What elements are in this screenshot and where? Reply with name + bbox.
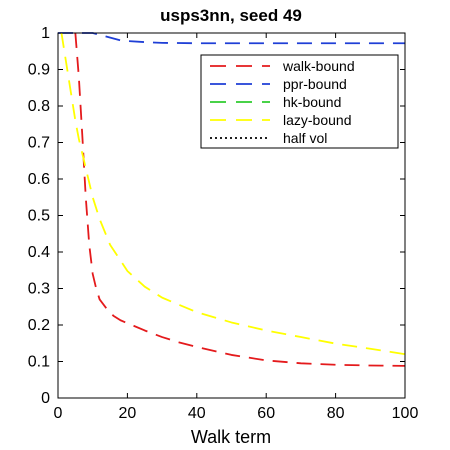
x-tick-label: 80: [327, 405, 345, 422]
lazy-bound-legend-label: lazy-bound: [283, 112, 352, 128]
ppr-bound-legend-label: ppr-bound: [283, 76, 347, 92]
series-layer: [58, 32, 406, 367]
chart-title: usps3nn, seed 49: [160, 6, 302, 25]
y-tick-label: 0.8: [28, 98, 50, 115]
x-tick-label: 60: [257, 405, 275, 422]
y-tick-label: 0.7: [28, 135, 50, 152]
y-tick-label: 0.2: [28, 317, 50, 334]
legend-box: [200, 54, 399, 149]
x-tick-label: 0: [54, 405, 63, 422]
x-tick-label: 100: [392, 405, 419, 422]
x-tick-label: 40: [188, 405, 206, 422]
lazy-bound-series-line: [60, 32, 406, 356]
x-axis-label: Walk term: [191, 427, 271, 447]
y-tick-label: 0.4: [28, 244, 50, 261]
hk-bound-legend-label: hk-bound: [283, 94, 341, 110]
y-tick-label: 0.3: [28, 281, 50, 298]
legend: walk-bound ppr-bound hk-bound lazy-bound hal…: [200, 54, 399, 149]
y-tick-label: 0.5: [28, 208, 50, 225]
y-tick-label: 0.6: [28, 171, 50, 188]
walk-bound-series-line: [74, 32, 406, 367]
y-tick-label: 0: [41, 390, 50, 407]
y-tick-label: 0.9: [28, 62, 50, 79]
walk-bound-legend-label: walk-bound: [282, 58, 355, 74]
ticks-layer: 0 20 40 60 80 100 0 0.1 0.2 0.3 0.4 0.5 0.6 0.7 0.8 0.9…: [28, 25, 419, 422]
half-vol-legend-label: half vol: [283, 130, 327, 146]
x-tick-label: 20: [119, 405, 137, 422]
y-tick-label: 0.1: [28, 354, 50, 371]
y-tick-label: 1: [41, 25, 50, 42]
